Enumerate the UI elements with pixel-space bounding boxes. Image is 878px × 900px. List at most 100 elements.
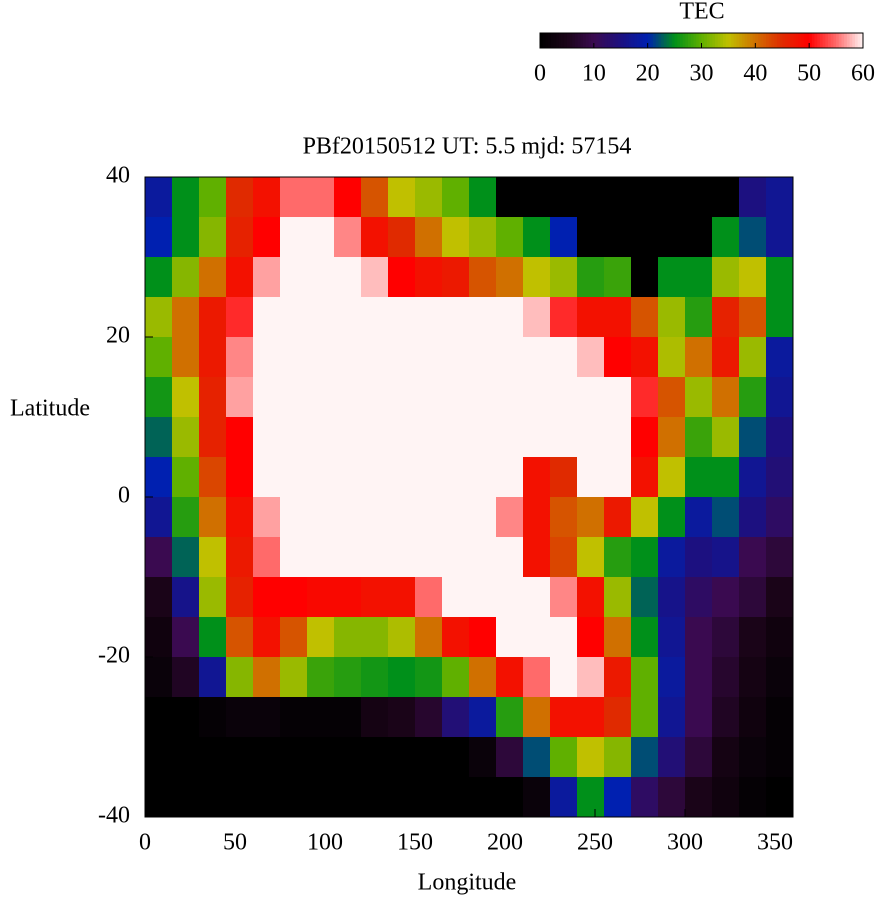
heatmap-cell <box>631 297 659 338</box>
heatmap-cell <box>550 777 578 818</box>
heatmap-cell <box>739 697 767 738</box>
heatmap-cell <box>172 297 200 338</box>
heatmap-cell <box>361 497 389 538</box>
heatmap-cell <box>496 777 524 818</box>
colorbar-swatch <box>553 33 557 48</box>
heatmap-cell <box>604 217 632 258</box>
colorbar-swatch <box>784 33 789 48</box>
colorbar-tick-label: 40 <box>743 61 767 87</box>
heatmap-cell <box>685 377 713 418</box>
colorbar-swatch <box>822 33 826 48</box>
colorbar-swatch <box>814 33 818 48</box>
heatmap-cell <box>523 777 551 818</box>
heatmap-cell <box>280 737 308 778</box>
heatmap-cell <box>523 617 551 658</box>
colorbar-swatch <box>830 33 834 48</box>
heatmap-cell <box>685 777 713 818</box>
heatmap-cell <box>253 257 281 298</box>
heatmap-cell <box>172 657 200 698</box>
heatmap-cell <box>172 217 200 258</box>
heatmap-cell <box>577 497 605 538</box>
chart-title: PBf20150512 UT: 5.5 mjd: 57154 <box>303 134 632 160</box>
heatmap-cell <box>469 657 497 698</box>
colorbar-swatch <box>577 33 581 48</box>
heatmap-cell <box>253 777 281 818</box>
colorbar-swatch <box>776 33 780 48</box>
heatmap-cell <box>712 697 740 738</box>
colorbar-swatch <box>771 33 775 48</box>
heatmap-cell <box>280 497 308 538</box>
heatmap-cell <box>226 737 254 778</box>
heatmap-cell <box>442 537 470 578</box>
heatmap-cell <box>469 697 497 738</box>
colorbar-swatch <box>620 33 624 48</box>
heatmap-cell <box>442 737 470 778</box>
heatmap-cell <box>442 617 470 658</box>
heatmap-cell <box>226 537 254 578</box>
colorbar-swatch <box>857 33 861 48</box>
heatmap-cell <box>172 537 200 578</box>
heatmap-cell <box>280 257 308 298</box>
heatmap-cell <box>631 737 659 778</box>
heatmap-cell <box>253 737 281 778</box>
heatmap-cell <box>280 177 308 218</box>
colorbar-swatch <box>704 33 708 48</box>
heatmap-cell <box>523 737 551 778</box>
heatmap-cell <box>145 297 173 338</box>
colorbar-swatch <box>793 33 797 48</box>
heatmap-cell <box>658 337 686 378</box>
colorbar-swatch <box>631 33 635 48</box>
heatmap-cell <box>496 417 524 458</box>
heatmap-cell <box>145 617 173 658</box>
heatmap-cell <box>604 617 632 658</box>
heatmap-cell <box>442 657 470 698</box>
heatmap-cell <box>550 377 578 418</box>
colorbar-swatch <box>728 33 732 48</box>
heatmap-cell <box>712 577 740 618</box>
heatmap-cell <box>685 257 713 298</box>
colorbar-swatch <box>760 33 764 48</box>
heatmap-cell <box>523 297 551 338</box>
heatmap-cell <box>415 657 443 698</box>
colorbar-swatch <box>706 33 710 48</box>
heatmap-cell <box>766 737 794 778</box>
colorbar-tick-label: 60 <box>851 61 875 87</box>
heatmap-cell <box>199 457 227 498</box>
colorbar-swatch <box>674 33 678 48</box>
colorbar-swatch <box>615 33 619 48</box>
heatmap-cell <box>766 697 794 738</box>
colorbar-swatch <box>698 33 702 48</box>
colorbar-swatch <box>763 33 767 48</box>
heatmap-cell <box>712 777 740 818</box>
colorbar-swatch <box>819 33 824 48</box>
heatmap-cell <box>469 377 497 418</box>
colorbar-swatch <box>585 33 589 48</box>
heatmap-cell <box>712 497 740 538</box>
heatmap-cell <box>766 497 794 538</box>
heatmap-cell <box>496 537 524 578</box>
heatmap-cell <box>199 777 227 818</box>
colorbar-swatch <box>682 33 686 48</box>
heatmap-cell <box>334 377 362 418</box>
heatmap-cell <box>307 177 335 218</box>
colorbar-swatch <box>693 33 697 48</box>
y-tick-label: 0 <box>118 483 130 509</box>
colorbar-swatch <box>566 33 571 48</box>
heatmap-cell <box>766 177 794 218</box>
colorbar-swatch <box>542 33 546 48</box>
colorbar-swatch <box>663 33 667 48</box>
colorbar-tick-label: 30 <box>690 61 714 87</box>
colorbar-swatch <box>583 33 587 48</box>
heatmap-cell <box>442 577 470 618</box>
heatmap-cell <box>361 537 389 578</box>
heatmap-cell <box>145 497 173 538</box>
heatmap-cell <box>145 537 173 578</box>
heatmap-cell <box>496 177 524 218</box>
heatmap-cell <box>172 577 200 618</box>
heatmap-cell <box>199 417 227 458</box>
heatmap-cell <box>172 417 200 458</box>
heatmap-cell <box>415 617 443 658</box>
colorbar-swatch <box>720 33 724 48</box>
y-tick-label: 40 <box>106 163 130 189</box>
heatmap-cell <box>334 657 362 698</box>
